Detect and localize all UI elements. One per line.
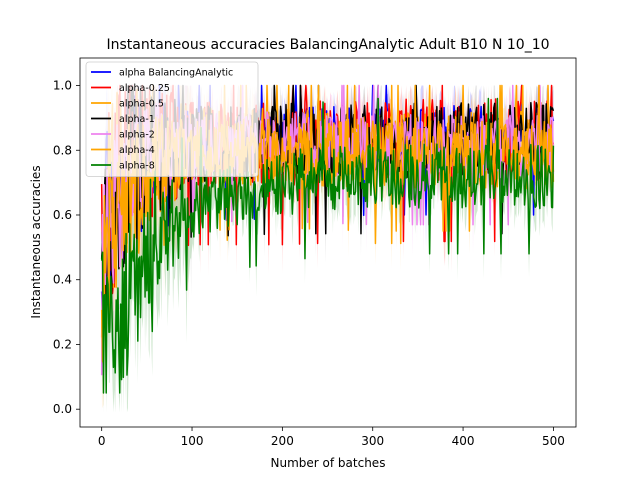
x-tick-label: 0: [98, 434, 106, 448]
chart-title: Instantaneous accuracies BalancingAnalyt…: [106, 37, 549, 53]
y-axis-label: Instantaneous accuracies: [29, 165, 43, 318]
y-tick-label: 1.0: [53, 79, 72, 93]
x-tick-label: 500: [542, 434, 565, 448]
x-axis-label: Number of batches: [271, 456, 386, 470]
y-tick-label: 0.6: [53, 208, 72, 222]
x-axis: 0 100 200 300 400 500: [98, 427, 565, 448]
plot-frame: [79, 57, 577, 428]
legend-entry: alpha-8: [119, 161, 155, 172]
x-tick-label: 300: [361, 434, 384, 448]
legend-entry: alpha-1: [119, 114, 155, 125]
y-tick-label: 0.0: [53, 402, 72, 416]
y-tick-label: 0.2: [53, 337, 72, 351]
legend-box: [85, 61, 259, 177]
y-axis: 0.0 0.2 0.4 0.6 0.8 1.0: [53, 79, 80, 416]
y-tick-label: 0.4: [53, 273, 72, 287]
legend: alpha BalancingAnalytic alpha-0.25 alpha-0…: [85, 61, 259, 177]
series-line-6: [100, 97, 555, 394]
y-tick-label: 0.8: [53, 143, 72, 157]
x-tick-label: 100: [181, 434, 204, 448]
legend-entry: alpha-0.25: [119, 83, 170, 94]
x-tick-label: 200: [271, 434, 294, 448]
x-tick-label: 400: [452, 434, 475, 448]
legend-entry: alpha-0.5: [119, 99, 164, 110]
legend-entry: alpha BalancingAnalytic: [119, 68, 233, 79]
legend-entry: alpha-4: [119, 145, 155, 156]
legend-entry: alpha-2: [119, 130, 155, 141]
